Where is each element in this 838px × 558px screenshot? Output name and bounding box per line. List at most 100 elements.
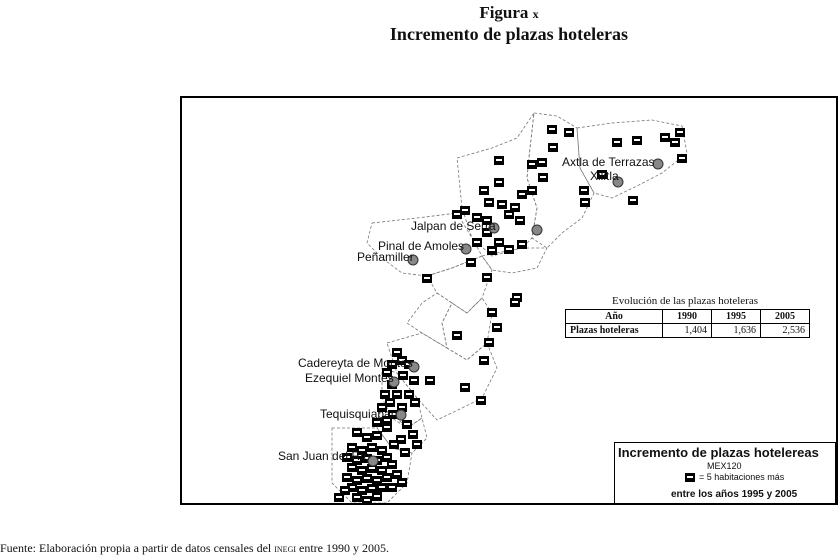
hotel-icon xyxy=(377,466,387,475)
town-marker-cadereyta xyxy=(408,361,420,373)
hotel-icon xyxy=(504,210,514,219)
hotel-icon xyxy=(352,428,362,437)
town-marker-sanjuan xyxy=(367,455,379,467)
hotel-icon xyxy=(382,423,392,432)
hotel-icon xyxy=(597,170,607,179)
hotel-icon xyxy=(460,383,470,392)
value-1990: 1,404 xyxy=(662,323,712,338)
hotel-icon xyxy=(387,483,397,492)
hotel-icon xyxy=(472,213,482,222)
hotel-icon xyxy=(548,143,558,152)
legend-item-label: = 5 habitaciones más xyxy=(699,472,785,482)
hotel-icon xyxy=(352,476,362,485)
hotel-icon xyxy=(484,198,494,207)
hotel-icon xyxy=(460,206,470,215)
town-labels: Axtla de Terrazas Xilitla Jalpan de Serr… xyxy=(278,155,655,463)
hotel-icon xyxy=(479,186,489,195)
town-marker-pinal xyxy=(460,243,472,255)
hotel-icon xyxy=(504,245,514,254)
town-label-ezequiel: Ezequiel Montes xyxy=(305,371,394,385)
hotel-icon xyxy=(397,403,407,412)
town-label-pinal: Pinal de Amoles xyxy=(378,239,464,253)
source-note: Fuente: Elaboración propia a partir de d… xyxy=(0,541,389,556)
hotel-icon xyxy=(527,160,537,169)
hotel-icon xyxy=(409,376,419,385)
hotel-icon xyxy=(632,136,642,145)
hotel-icon xyxy=(362,496,372,503)
town-label-tequisquiapan: Tequisquiapan xyxy=(320,407,397,421)
hotel-icon xyxy=(372,418,382,427)
hotel-icon xyxy=(452,331,462,340)
hotel-icon xyxy=(408,430,418,439)
figure-title: Incremento de plazas hoteleras xyxy=(389,24,629,44)
hotel-icon xyxy=(404,360,414,369)
hotel-icon xyxy=(392,348,402,357)
evolution-table-caption: Evolución de las plazas hoteleras xyxy=(611,295,758,307)
evolution-table: Año 1990 1995 2005 Plazas hoteleras 1,40… xyxy=(565,309,810,338)
map-legend: Incremento de plazas hotelereas MEX120 =… xyxy=(614,442,836,504)
hotel-icon xyxy=(487,308,497,317)
hotel-icon xyxy=(382,453,392,462)
town-marker-xilitla xyxy=(612,176,624,188)
hotel-icon xyxy=(538,173,548,182)
header-2005: 2005 xyxy=(760,309,810,324)
boundary-penamiller xyxy=(426,255,493,314)
figure-label: Figura x xyxy=(0,3,838,23)
hotel-icon xyxy=(487,246,497,255)
hotel-icon xyxy=(389,440,399,449)
hotel-icon xyxy=(412,440,422,449)
hotel-icon xyxy=(387,460,397,469)
hotel-icon xyxy=(385,398,395,407)
header-year: Año xyxy=(565,309,663,324)
hotel-icon xyxy=(670,138,680,147)
figure-label-suffix: x xyxy=(532,7,539,21)
hotel-icon xyxy=(382,416,392,425)
source-prefix: Fuente: Elaboración propia a partir de d… xyxy=(0,541,272,555)
hotel-icon xyxy=(564,128,574,137)
hotel-icon xyxy=(372,476,382,485)
hotel-icon xyxy=(362,474,372,483)
legend-item: = 5 habitaciones más xyxy=(685,472,784,482)
hotel-icon xyxy=(628,196,638,205)
hotel-icon xyxy=(382,473,392,482)
value-1995: 1,636 xyxy=(711,323,761,338)
hotel-icon xyxy=(579,186,589,195)
hotel-icon xyxy=(372,492,382,501)
town-label-xilitla: Xilitla xyxy=(590,169,619,183)
hotel-icon xyxy=(494,238,504,247)
hotel-icon xyxy=(398,371,408,380)
legend-period: entre los años 1995 y 2005 xyxy=(671,489,798,500)
municipality-map: Axtla de Terrazas Xilitla Jalpan de Serr… xyxy=(278,112,688,503)
hotel-icon xyxy=(479,356,489,365)
hotel-icon xyxy=(357,486,367,495)
hotel-icon xyxy=(334,493,344,502)
hotel-icon xyxy=(482,216,492,225)
hotel-icon xyxy=(347,443,357,452)
legend-title: Incremento de plazas hotelereas xyxy=(618,445,819,460)
hotel-icon xyxy=(452,210,462,219)
hotel-icon xyxy=(382,368,392,377)
hotel-icon xyxy=(400,448,410,457)
value-2005: 2,536 xyxy=(760,323,810,338)
hotel-icon xyxy=(482,273,492,282)
hotel-icon xyxy=(494,178,504,187)
hotel-icon xyxy=(397,478,407,487)
town-label-sanjuan: San Juan del Río xyxy=(278,449,370,463)
hotel-icon xyxy=(476,396,486,405)
hotel-icon xyxy=(472,238,482,247)
hotel-icon xyxy=(484,338,494,347)
hotel-icon xyxy=(357,446,367,455)
hotel-icon xyxy=(410,398,420,407)
row-label: Plazas hoteleras xyxy=(565,323,663,338)
town-marker-tequisquiapan xyxy=(395,409,407,421)
hotel-icon xyxy=(377,483,387,492)
boundary-xilitla xyxy=(526,112,595,249)
hotel-icon xyxy=(352,456,362,465)
map-frame: Axtla de Terrazas Xilitla Jalpan de Serr… xyxy=(180,96,838,505)
hotel-icon xyxy=(482,228,492,237)
hotel-icon xyxy=(510,298,520,307)
town-label-penamiller: Peñamiller xyxy=(357,250,414,264)
hotel-icon xyxy=(362,454,372,463)
town-marker-penamiller xyxy=(407,254,419,266)
hotel-icon xyxy=(517,240,527,249)
